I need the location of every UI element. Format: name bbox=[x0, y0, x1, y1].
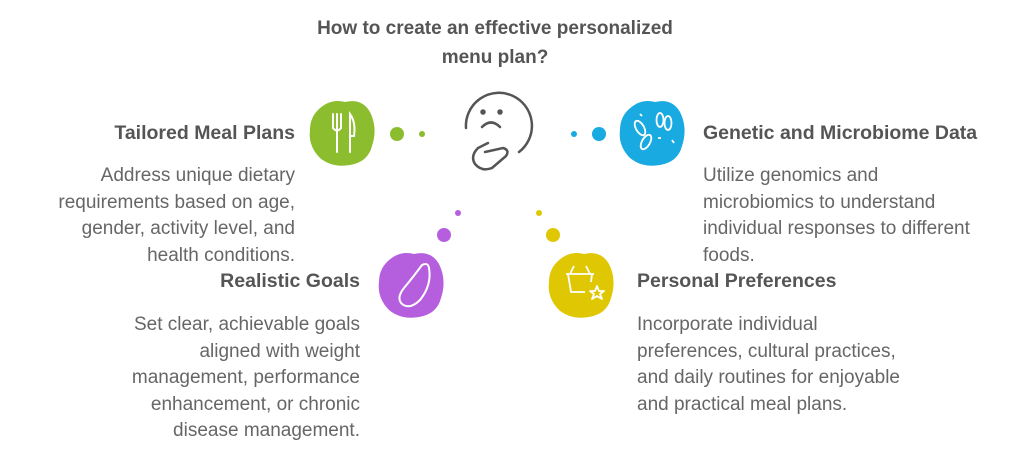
item-body-genetic-microbiome: Utilize genomics and microbiomics to und… bbox=[703, 165, 970, 266]
bacteria-icon bbox=[619, 101, 685, 166]
item-heading-personal-preferences: Personal Preferences bbox=[637, 270, 837, 292]
connector-dots-green bbox=[390, 127, 425, 141]
connector-dots-yellow bbox=[536, 210, 560, 242]
diagram-title: How to create an effective personalized … bbox=[317, 18, 673, 68]
thinking-face-icon bbox=[464, 91, 534, 171]
item-body-realistic-goals: Set clear, achievable goals aligned with… bbox=[131, 314, 360, 441]
squash-icon bbox=[378, 253, 444, 318]
item-heading-realistic-goals: Realistic Goals bbox=[220, 270, 360, 292]
connector-dots-blue bbox=[571, 127, 606, 141]
item-heading-genetic-microbiome: Genetic and Microbiome Data bbox=[703, 122, 978, 144]
item-body-personal-preferences: Incorporate individual preferences, cult… bbox=[637, 314, 901, 415]
item-heading-tailored-meal-plans: Tailored Meal Plans bbox=[114, 122, 295, 144]
connector-dots-purple bbox=[437, 210, 461, 242]
basket-star-icon bbox=[548, 253, 614, 318]
fork-knife-icon bbox=[309, 101, 375, 166]
item-body-tailored-meal-plans: Address unique dietary requirements base… bbox=[58, 165, 295, 266]
